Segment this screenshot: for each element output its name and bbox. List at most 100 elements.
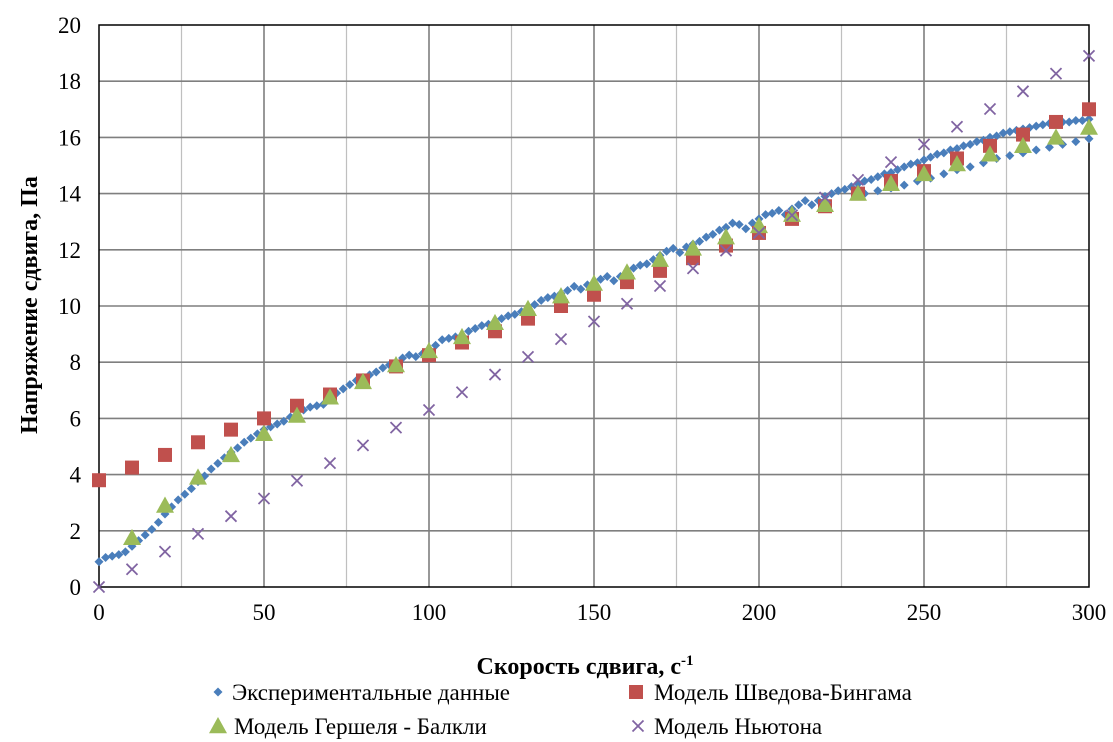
y-tick-label: 20 [58,13,81,38]
data-point [224,510,238,523]
x-marker-stroke [752,226,766,240]
data-point [1082,102,1096,117]
data-point [356,439,370,452]
data-point [774,205,784,215]
data-point [387,356,405,373]
data-point [246,433,256,443]
data-point [345,380,355,390]
data-point [519,299,537,317]
data-point [156,496,174,513]
x-marker-stroke [719,244,733,257]
data-point [686,262,700,275]
data-point [708,229,718,239]
data-point [153,517,163,527]
data-point [191,527,205,541]
data-point [233,443,243,453]
data-point [1014,136,1032,154]
data-point [587,315,601,328]
data-point [948,155,966,172]
x-marker-stroke [356,439,370,452]
series-layer [92,49,1098,594]
data-point [609,276,619,286]
series-3 [123,118,1098,546]
x-marker-stroke [158,545,172,558]
data-point [882,174,900,191]
data-point [257,411,271,426]
x-marker-stroke [818,191,832,204]
data-point [719,244,733,257]
data-point [785,209,799,222]
data-point [125,460,139,475]
data-point [444,333,454,343]
data-point [840,184,850,194]
x-marker-stroke [290,474,304,487]
x-marker-stroke [422,403,436,417]
data-point [701,232,711,242]
data-point [721,222,731,232]
legend-item-3: Модель Гершеля - Балкли [209,714,487,739]
data-point [563,286,573,296]
data-point [536,295,546,305]
data-point [125,563,139,576]
data-point [906,159,916,169]
data-point [123,528,141,546]
data-point [158,545,172,558]
data-point [651,250,669,267]
data-point [629,263,639,273]
grid [99,25,1089,587]
x-marker-stroke [224,510,238,523]
data-point [959,141,969,151]
data-point [354,372,372,390]
data-point [510,309,520,319]
data-point [371,367,381,377]
x-tick-label: 50 [253,600,276,625]
data-point [1016,85,1030,98]
x-tick-label: 100 [412,600,447,625]
data-point [873,172,883,182]
x-marker-stroke [125,563,139,576]
data-point [1049,114,1063,129]
data-point [191,435,205,450]
legend-marker [213,687,223,697]
x-marker-stroke [455,386,469,399]
y-axis-ticks: 0 2 4 6 8 10 12 14 16 18 20 [58,13,82,600]
data-point [288,406,306,423]
data-point [965,162,975,172]
data-point [1016,127,1030,142]
data-point [239,437,249,447]
data-point [668,243,678,253]
data-point [222,445,240,463]
data-point [818,191,832,204]
data-point [312,401,322,411]
data-point [453,327,471,345]
data-point [503,311,513,321]
x-marker-stroke [950,120,964,133]
data-point [767,208,777,218]
data-point [635,260,645,270]
data-point [290,474,304,487]
x-marker-stroke [191,527,205,541]
data-point [1084,134,1094,144]
data-point [455,386,469,399]
legend-item-4: Модель Ньютона [631,714,822,739]
data-point [576,284,586,294]
data-point [794,200,804,210]
data-point [618,263,636,280]
legend-label: Модель Гершеля - Балкли [234,714,487,739]
x-tick-label: 0 [93,600,105,625]
data-point [1031,145,1041,155]
data-point [1031,121,1041,131]
x-axis-title-text: Скорость сдвига, с [477,654,682,680]
x-marker-stroke [554,333,568,346]
data-point [939,169,949,179]
data-point [915,164,933,182]
data-point [470,323,480,333]
x-marker-stroke [851,173,865,186]
data-point [437,335,447,345]
y-axis-title: Напряжение сдвига, Па [17,176,43,434]
data-point [321,388,339,405]
y-tick-label: 16 [58,125,81,150]
data-point [521,350,535,363]
y-tick-label: 12 [58,238,81,263]
y-tick-label: 14 [58,182,82,207]
